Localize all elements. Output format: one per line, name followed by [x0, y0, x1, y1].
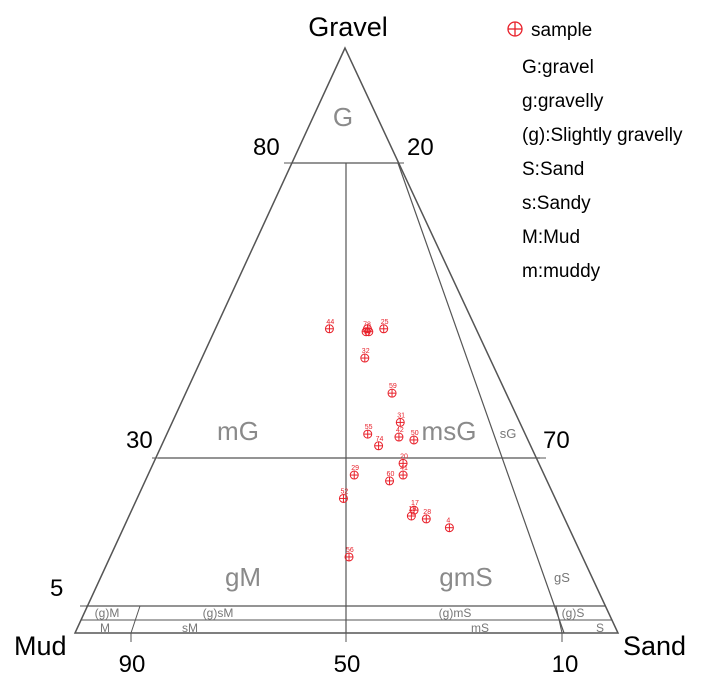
sample-point: 25 [379, 319, 389, 334]
tick-label-right-70: 70 [543, 427, 570, 454]
region-label-gmS-slight: (g)mS [439, 606, 472, 620]
vertex-sand: Sand [623, 631, 686, 661]
bottom-ticks [130, 633, 563, 642]
sample-point: 31 [395, 412, 405, 427]
sample-point: 20 [398, 453, 408, 468]
sample-point-label: 78 [363, 322, 371, 329]
tick-label-left-30: 30 [126, 427, 153, 454]
legend-item: G:gravel [522, 57, 594, 78]
region-label-gM-slight: (g)M [95, 606, 120, 620]
sample-point-label: 55 [365, 424, 373, 431]
sample-point-label: 31 [397, 412, 405, 419]
sample-point: 44 [324, 319, 334, 334]
tick-label-right-20: 20 [407, 134, 434, 161]
region-label-gmS: gmS [439, 562, 492, 592]
sample-point: 52 [338, 488, 348, 503]
sample-point: 42 [394, 427, 404, 442]
sample-point-label: 4 [446, 518, 450, 525]
sample-point-label: 28 [423, 509, 431, 516]
sample-point: 4 [444, 518, 454, 533]
legend-item: M:Mud [522, 227, 580, 248]
sample-point-label: 25 [381, 319, 389, 326]
tick-label-bottom-10: 10 [552, 651, 579, 678]
sample-point-label: 52 [340, 488, 348, 495]
region-label-mG: mG [217, 416, 259, 446]
tick-label-left-5: 5 [50, 575, 63, 602]
vertex-mud: Mud [14, 631, 67, 661]
region-label-gM: gM [225, 562, 261, 592]
region-label-G: G [333, 102, 353, 132]
region-label-msG: msG [422, 416, 477, 446]
sample-point-label: 17 [411, 500, 419, 507]
sample-point: 41 [398, 465, 408, 480]
sample-point-label: 29 [351, 465, 359, 472]
sample-point-label: 59 [389, 383, 397, 390]
sand-90-lower-line [555, 605, 563, 634]
region-label-S: S [596, 621, 604, 635]
sample-point: 59 [387, 383, 397, 398]
legend-item: g:gravelly [522, 91, 604, 112]
sample-point-label: 41 [400, 465, 408, 472]
region-label-gS: gS [554, 570, 570, 585]
legend-item: m:muddy [522, 261, 601, 282]
sample-point: 17 [409, 500, 419, 515]
sample-point-label: 19 [408, 506, 416, 513]
sample-point: 55 [363, 424, 373, 439]
sample-point: 29 [349, 465, 359, 480]
region-label-sM: sM [182, 621, 198, 635]
sample-point-label: 42 [396, 427, 404, 434]
region-label-sG: sG [500, 426, 517, 441]
sample-point-label: 60 [387, 471, 395, 478]
sample-point: 56 [344, 547, 354, 562]
legend-item: (g):Slightly gravelly [522, 125, 683, 146]
tick-label-bottom-50: 50 [334, 651, 361, 678]
region-label-gS-slight: (g)S [562, 606, 585, 620]
sample-point-label: 32 [362, 348, 370, 355]
vertex-gravel: Gravel [308, 12, 388, 42]
legend: sample G:gravel g:gravelly (g):Slightly … [507, 20, 683, 282]
sample-point: 78 [361, 322, 371, 337]
region-label-mS: mS [471, 621, 489, 635]
sample-point-label: 50 [411, 430, 419, 437]
sample-point-label: 44 [326, 319, 334, 326]
legend-sample-label: sample [531, 20, 592, 41]
sample-point: 28 [421, 509, 431, 524]
sand-10-line [130, 605, 141, 634]
sample-point: 50 [409, 430, 419, 445]
tick-label-bottom-90: 90 [119, 651, 146, 678]
legend-sample-marker [507, 21, 523, 37]
sample-point: 60 [385, 471, 395, 486]
sand-90-line [397, 162, 565, 634]
sample-point: 19 [406, 506, 416, 521]
tick-label-left-80: 80 [253, 134, 280, 161]
legend-item: s:Sandy [522, 193, 591, 214]
sample-point: 74 [374, 436, 384, 451]
sample-point-label: 56 [346, 547, 354, 554]
region-label-M: M [100, 621, 110, 635]
legend-item: S:Sand [522, 159, 584, 180]
sample-point: 32 [360, 348, 370, 363]
sample-point-label: 74 [376, 436, 384, 443]
region-label-gsM-slight: (g)sM [203, 606, 234, 620]
sample-point-label: 20 [400, 453, 408, 460]
